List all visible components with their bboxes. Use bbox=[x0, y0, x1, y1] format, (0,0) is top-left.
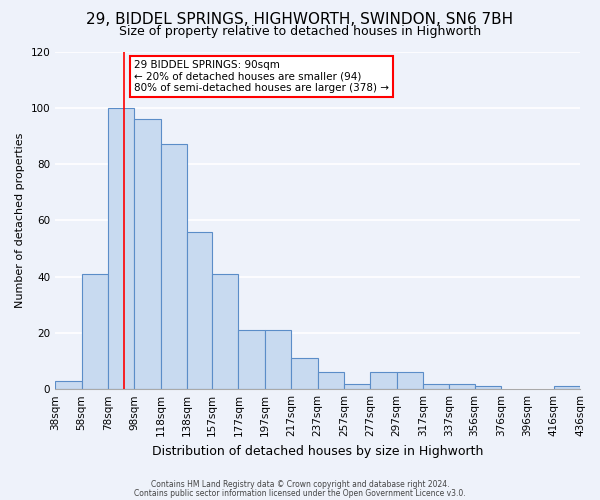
Bar bbox=[161, 144, 187, 389]
Bar bbox=[344, 384, 370, 389]
Text: 29 BIDDEL SPRINGS: 90sqm
← 20% of detached houses are smaller (94)
80% of semi-d: 29 BIDDEL SPRINGS: 90sqm ← 20% of detach… bbox=[134, 60, 389, 93]
Text: Contains public sector information licensed under the Open Government Licence v3: Contains public sector information licen… bbox=[134, 488, 466, 498]
Bar bbox=[449, 384, 475, 389]
Bar bbox=[370, 372, 397, 389]
Text: 29, BIDDEL SPRINGS, HIGHWORTH, SWINDON, SN6 7BH: 29, BIDDEL SPRINGS, HIGHWORTH, SWINDON, … bbox=[86, 12, 514, 28]
Bar bbox=[554, 386, 580, 389]
Bar bbox=[134, 119, 161, 389]
Bar bbox=[291, 358, 317, 389]
Bar bbox=[108, 108, 134, 389]
Text: Size of property relative to detached houses in Highworth: Size of property relative to detached ho… bbox=[119, 25, 481, 38]
Bar bbox=[475, 386, 501, 389]
Text: Contains HM Land Registry data © Crown copyright and database right 2024.: Contains HM Land Registry data © Crown c… bbox=[151, 480, 449, 489]
X-axis label: Distribution of detached houses by size in Highworth: Distribution of detached houses by size … bbox=[152, 444, 483, 458]
Bar bbox=[238, 330, 265, 389]
Bar bbox=[265, 330, 291, 389]
Bar bbox=[55, 380, 82, 389]
Bar bbox=[212, 274, 238, 389]
Y-axis label: Number of detached properties: Number of detached properties bbox=[15, 132, 25, 308]
Bar bbox=[317, 372, 344, 389]
Bar bbox=[187, 232, 212, 389]
Bar bbox=[82, 274, 108, 389]
Bar bbox=[423, 384, 449, 389]
Bar bbox=[397, 372, 423, 389]
